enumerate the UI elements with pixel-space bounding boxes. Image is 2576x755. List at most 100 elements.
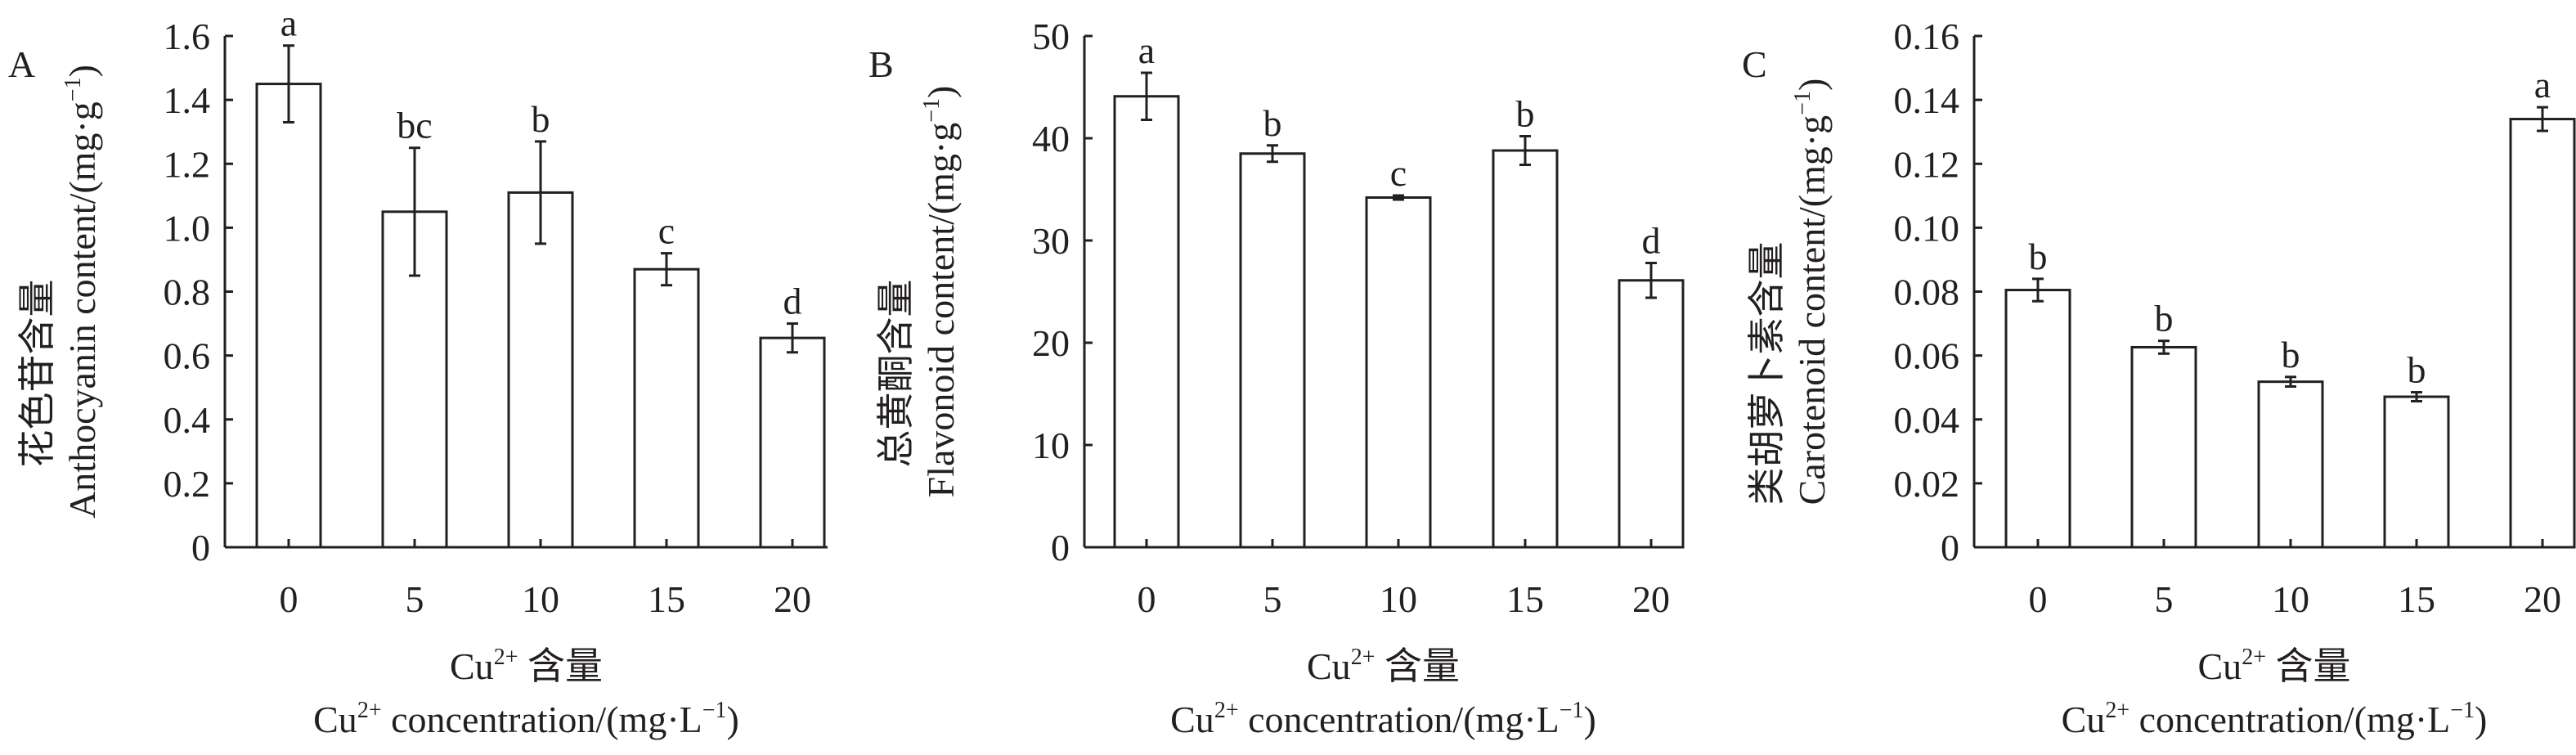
panel-label: A: [8, 43, 35, 85]
x-tick-label: 10: [1380, 578, 1417, 620]
x-label-part: 2+: [1351, 645, 1376, 670]
y-tick-label: 1.6: [164, 16, 211, 57]
y-tick-label: 0: [191, 527, 210, 568]
x-label-part: concentration/(mg·L: [2129, 699, 2450, 740]
bar: [507, 191, 574, 549]
x-label-part: 2+: [357, 698, 382, 723]
y-tick-label: 1.4: [164, 79, 211, 121]
significance-letter: a: [2534, 64, 2551, 106]
y-tick-label: 0.16: [1894, 16, 1960, 57]
y-axis-label-cn: 总黄酮含量: [875, 280, 917, 468]
x-label-part: Cu: [2198, 645, 2242, 687]
significance-letter: b: [2155, 298, 2174, 339]
significance-letter: b: [2282, 334, 2300, 375]
y-tick-label: 0.06: [1894, 335, 1960, 377]
bar: [2130, 345, 2197, 549]
x-tick-label: 20: [2524, 578, 2561, 620]
x-tick-label: 15: [2398, 578, 2435, 620]
x-tick-label: 20: [774, 578, 811, 620]
significance-letter: b: [1263, 102, 1282, 144]
x-label-part: 2+: [1214, 698, 1239, 723]
x-label-part: ): [727, 699, 739, 740]
bar: [2004, 289, 2071, 549]
panel-label: B: [868, 43, 894, 85]
y-label-part: −1: [61, 77, 86, 101]
y-tick-label: 0.8: [164, 272, 211, 313]
significance-letter: b: [532, 98, 550, 140]
y-tick-label: 20: [1032, 322, 1070, 364]
y-tick-label: 0.2: [164, 463, 211, 505]
y-label-part: −1: [919, 98, 945, 123]
y-axis-label-en: Carotenoid content/(mg·g−1): [1790, 79, 1833, 506]
x-label-part: −1: [702, 698, 727, 723]
bar: [2383, 395, 2450, 549]
x-tick-label: 0: [1138, 578, 1156, 620]
x-tick-label: 10: [2272, 578, 2309, 620]
y-tick-label: 1.0: [164, 207, 211, 249]
y-label-part: Anthocyanin content/(mg·g: [61, 101, 103, 519]
x-label-part: concentration/(mg·L: [1239, 699, 1560, 740]
y-tick-label: 0.4: [164, 399, 211, 441]
y-tick-label: 30: [1032, 220, 1070, 262]
bar: [759, 336, 826, 549]
x-tick-label: 10: [522, 578, 559, 620]
y-axis-label-cn: 类胡萝卜素含量: [1746, 242, 1788, 506]
significance-letter: b: [2408, 349, 2426, 391]
bar: [1492, 149, 1559, 549]
y-tick-label: 0.14: [1894, 79, 1960, 121]
x-label-part: Cu: [2062, 699, 2106, 740]
x-axis-label-en: Cu2+ concentration/(mg·L−1): [1170, 698, 1596, 740]
x-label-part: 含量: [518, 645, 603, 687]
significance-letter: a: [1138, 29, 1155, 71]
x-label-part: Cu: [313, 699, 357, 740]
bar: [1239, 152, 1306, 549]
x-label-part: −1: [2450, 698, 2475, 723]
significance-letter: bc: [397, 105, 432, 146]
x-label-part: ): [1584, 699, 1596, 740]
bar: [1113, 95, 1180, 549]
bar: [2257, 380, 2324, 549]
y-label-part: −1: [1790, 91, 1815, 115]
panel-label: C: [1742, 43, 1767, 85]
x-tick-label: 0: [2029, 578, 2048, 620]
x-tick-label: 15: [648, 578, 685, 620]
y-label-part: ): [1791, 79, 1833, 91]
x-tick-label: 20: [1632, 578, 1670, 620]
y-axis-label-en: Anthocyanin content/(mg·g−1): [61, 65, 103, 519]
bar: [2509, 118, 2576, 549]
x-label-part: 2+: [2242, 645, 2266, 670]
bar: [1618, 279, 1685, 549]
y-label-part: Flavonoid content/(mg·g: [920, 123, 962, 498]
y-tick-label: 0: [1941, 527, 1959, 568]
x-axis-label-en: Cu2+ concentration/(mg·L−1): [313, 698, 739, 740]
significance-letter: b: [2029, 236, 2048, 277]
y-label-part: Carotenoid content/(mg·g: [1791, 115, 1833, 506]
y-tick-label: 0.12: [1894, 143, 1960, 185]
significance-letter: b: [1516, 93, 1535, 135]
x-label-part: 2+: [2105, 698, 2129, 723]
x-axis-label-cn: Cu2+ 含量: [2198, 645, 2351, 687]
y-tick-label: 0: [1051, 527, 1070, 568]
significance-letter: c: [1390, 152, 1407, 194]
x-label-part: concentration/(mg·L: [382, 699, 702, 740]
x-tick-label: 0: [280, 578, 298, 620]
significance-letter: d: [1642, 220, 1661, 262]
x-label-part: Cu: [450, 645, 494, 687]
bar: [633, 267, 700, 549]
panel-c: C 0 0.02 0.04 0.06 0.08 0.10 0.12 0.14 0.16 b 0 b 5 b 1…: [1742, 16, 2576, 740]
significance-letter: c: [658, 210, 675, 252]
y-axis-label-en: Flavonoid content/(mg·g−1): [919, 86, 962, 498]
x-label-part: Cu: [1170, 699, 1214, 740]
y-tick-label: 1.2: [164, 143, 211, 185]
y-tick-label: 40: [1032, 118, 1070, 160]
significance-letter: a: [280, 2, 297, 44]
x-axis-label-cn: Cu2+ 含量: [450, 645, 603, 687]
bar: [1365, 196, 1432, 549]
significance-letter: d: [783, 281, 802, 322]
y-axis-label-cn: 花色苷含量: [16, 280, 58, 468]
panel-a: A 0 0.2 0.4 0.6 0.8 1.0 1.2 1.4 1.6 a 0 bc 5 b 10 c 15 d 20…: [8, 2, 828, 740]
y-tick-label: 0.10: [1894, 207, 1960, 249]
x-label-part: 含量: [1375, 645, 1460, 687]
x-label-part: −1: [1560, 698, 1584, 723]
